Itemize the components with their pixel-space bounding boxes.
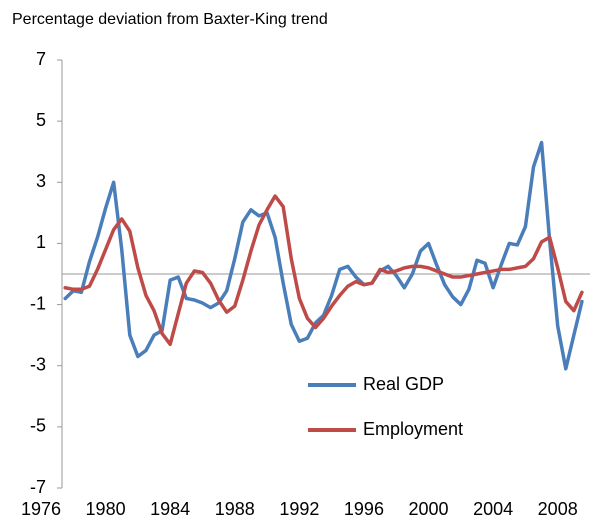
y-tick-label: 3 [36,171,46,191]
y-tick-label: -5 [30,416,46,436]
y-tick-label: 5 [36,110,46,130]
x-tick-label: 1976 [21,499,61,519]
x-tick-label: 1988 [215,499,255,519]
legend-label: Real GDP [363,374,444,394]
y-tick-label: -1 [30,293,46,313]
x-tick-label: 1996 [344,499,384,519]
x-tick-label: 1980 [86,499,126,519]
data-line [63,194,584,347]
chart-title: Percentage deviation from Baxter-King tr… [12,11,328,28]
x-tick-label: 2008 [538,499,578,519]
y-tick-label: 7 [36,49,46,69]
y-tick-label: 1 [36,232,46,252]
x-tick-label: 2004 [473,499,513,519]
legend-label: Employment [363,419,463,439]
x-tick-label: 1992 [279,499,319,519]
data-line [63,140,584,371]
y-tick-label: -7 [30,477,46,497]
x-tick-label: 1984 [150,499,190,519]
y-tick-label: -3 [30,354,46,374]
x-tick-label: 2000 [409,499,449,519]
